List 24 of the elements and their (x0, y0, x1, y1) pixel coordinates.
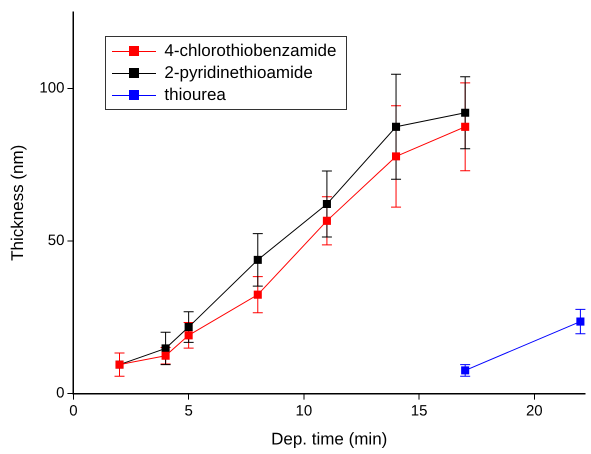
point (461, 108, 470, 117)
x-tick-label: 15 (410, 402, 428, 420)
x-axis-title: Dep. time (min) (271, 429, 388, 448)
x-tick-label: 20 (526, 402, 543, 420)
point (322, 216, 331, 225)
point (461, 122, 470, 131)
point (184, 323, 193, 332)
y-axis-title: Thickness (nm) (8, 144, 27, 261)
x-tick-label: 10 (296, 402, 312, 420)
legend-label: 4-chlorothiobenzamide (164, 40, 336, 62)
legend-label: 2-pyridinethioamide (164, 62, 313, 84)
legend-label: thiourea (164, 84, 226, 106)
x-tick-label: 5 (184, 402, 193, 420)
y-tick-label: 100 (39, 79, 64, 96)
point (576, 318, 584, 326)
y-tick-label: 50 (48, 232, 64, 250)
point (392, 122, 400, 131)
point (392, 152, 400, 160)
point (254, 256, 262, 264)
point (184, 331, 193, 340)
x-tick-label: 0 (69, 402, 78, 420)
point (254, 290, 262, 299)
y-tick-label: 0 (56, 384, 64, 402)
point (322, 200, 331, 208)
